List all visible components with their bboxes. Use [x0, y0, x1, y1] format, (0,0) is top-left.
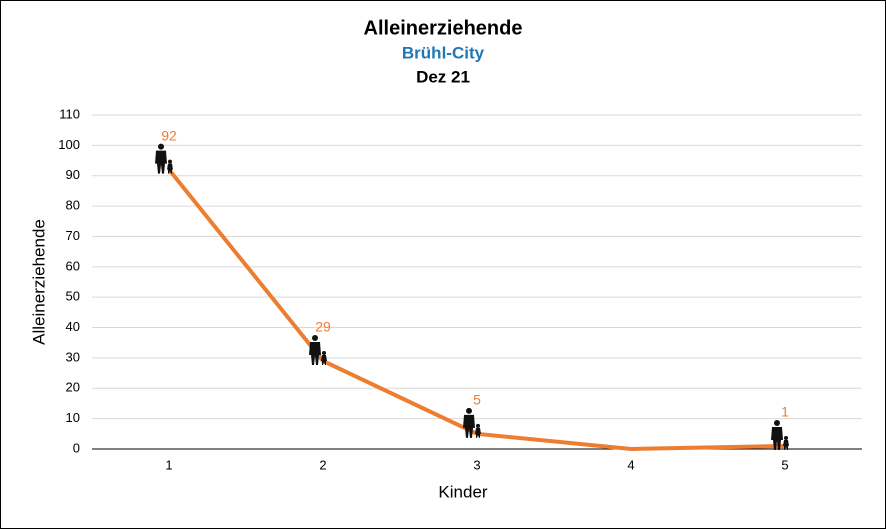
y-tick-label: 50 — [66, 289, 80, 304]
y-tick-label: 30 — [66, 349, 80, 364]
point-marker — [309, 334, 327, 365]
y-tick-label: 60 — [66, 258, 80, 273]
icon-adult — [155, 150, 167, 174]
icon-adult — [463, 414, 475, 438]
point-marker — [771, 419, 789, 450]
icon-adult — [309, 341, 321, 365]
y-tick-label: 110 — [59, 106, 80, 121]
data-label: 92 — [161, 127, 177, 143]
x-tick-label: 2 — [319, 457, 326, 472]
icon-head — [774, 419, 780, 426]
x-axis-label: Kinder — [438, 482, 487, 501]
chart-title: Alleinerziehende — [364, 17, 523, 39]
data-label: 1 — [781, 404, 789, 420]
icon-child — [167, 163, 173, 174]
data-label: 5 — [473, 392, 481, 408]
icon-head — [312, 334, 318, 341]
icon-child — [783, 439, 789, 450]
chart-date: Dez 21 — [416, 67, 470, 86]
x-tick-label: 3 — [473, 457, 480, 472]
y-axis-label: Alleinerziehende — [29, 219, 48, 345]
icon-child-head — [168, 159, 172, 164]
x-tick-label: 4 — [627, 457, 634, 472]
point-marker — [463, 407, 481, 438]
icon-head — [158, 143, 164, 150]
x-tick-label: 5 — [781, 457, 788, 472]
icon-child — [321, 354, 327, 365]
y-tick-label: 40 — [66, 319, 80, 334]
y-tick-label: 100 — [58, 137, 80, 152]
y-tick-label: 20 — [66, 380, 80, 395]
y-tick-label: 10 — [66, 410, 80, 425]
icon-child — [475, 427, 481, 438]
y-tick-label: 0 — [73, 440, 80, 455]
data-label: 29 — [315, 319, 331, 335]
icon-child-head — [784, 435, 788, 440]
icon-adult — [771, 426, 783, 450]
chart-subtitle: Brühl-City — [402, 43, 485, 62]
point-marker — [155, 143, 173, 174]
icon-child-head — [476, 423, 480, 428]
y-tick-label: 90 — [66, 167, 80, 182]
y-tick-label: 70 — [66, 228, 80, 243]
icon-child-head — [322, 350, 326, 355]
icon-head — [466, 407, 472, 414]
x-tick-label: 1 — [165, 457, 172, 472]
y-tick-label: 80 — [66, 198, 80, 213]
